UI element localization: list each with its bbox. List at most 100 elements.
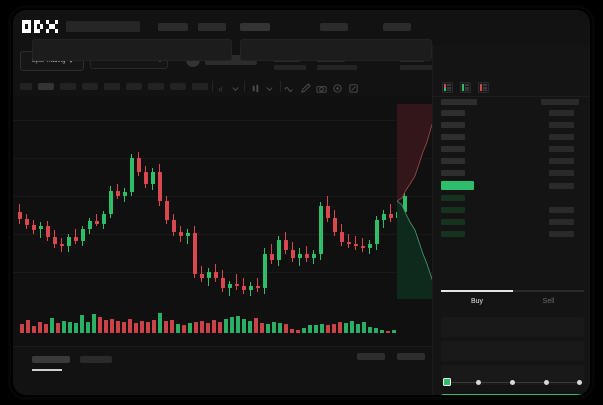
orderbook-bid-size-3[interactable]: [549, 231, 574, 237]
orderbook-asks-icon[interactable]: [478, 82, 489, 93]
nav-item-4[interactable]: [320, 23, 348, 31]
candlestick-icon[interactable]: [250, 81, 261, 93]
orderbook-bid-price-2[interactable]: [441, 219, 465, 225]
orderbook-ask-size-1[interactable]: [549, 122, 574, 128]
orderbook-bid-price-3[interactable]: [441, 231, 465, 237]
submit-order-button[interactable]: [441, 394, 584, 396]
amount-input[interactable]: [441, 341, 584, 361]
volume-bar: [104, 320, 108, 333]
orderbook-bid-price-0[interactable]: [441, 195, 465, 201]
volume-bar: [32, 326, 36, 333]
price-input[interactable]: [441, 317, 584, 337]
tab-order-history[interactable]: [80, 356, 112, 363]
amount-slider[interactable]: [443, 378, 582, 386]
slider-stop-100[interactable]: [577, 379, 582, 385]
timeframe-button-1[interactable]: [38, 83, 54, 90]
timeframe-button-5[interactable]: [126, 83, 142, 90]
tab-buy[interactable]: Buy: [441, 295, 513, 307]
volume-bar: [206, 323, 210, 333]
toolbar-separator: [280, 81, 281, 92]
orderbook-ask-price-5[interactable]: [441, 170, 465, 176]
nav-item-3[interactable]: [240, 23, 270, 31]
orderbook-ask-size-4[interactable]: [549, 158, 574, 164]
orderbook-ask-price-3[interactable]: [441, 146, 465, 152]
nav-item-5[interactable]: [383, 23, 411, 31]
svg-text:ıl: ıl: [219, 86, 222, 93]
volume-bar: [380, 330, 384, 333]
gear-icon[interactable]: [332, 81, 343, 93]
orderbook-bid-price-1[interactable]: [441, 207, 465, 213]
slider-stop-50[interactable]: [510, 379, 515, 385]
orderbook-bids-icon[interactable]: [460, 82, 471, 93]
footer-action-2[interactable]: [397, 353, 425, 360]
orderbook-ask-size-3[interactable]: [549, 146, 574, 152]
tab-sell[interactable]: Sell: [513, 295, 584, 307]
candlestick: [332, 210, 338, 236]
pencil-icon[interactable]: [300, 81, 311, 93]
indicators-icon[interactable]: ıl: [218, 81, 229, 93]
volume-bar: [38, 322, 42, 333]
orderbook-ask-price-1[interactable]: [441, 122, 465, 128]
tab-open-orders[interactable]: [32, 356, 70, 363]
candlestick: [269, 244, 275, 264]
candlestick: [185, 229, 191, 244]
orderbook-ask-size-0[interactable]: [549, 110, 574, 116]
timeframe-button-8[interactable]: [192, 83, 208, 90]
chevron-down-icon[interactable]: [230, 81, 241, 92]
orderbook-last-size[interactable]: [549, 183, 574, 189]
timeframe-button-0[interactable]: [20, 83, 32, 90]
candlestick: [374, 216, 380, 250]
candlestick: [255, 278, 261, 292]
camera-icon[interactable]: [316, 81, 327, 93]
timeframe-button-4[interactable]: [104, 83, 120, 90]
slider-knob-icon[interactable]: [443, 378, 451, 386]
orderbook-bid-size-2[interactable]: [549, 219, 574, 225]
candlestick: [227, 281, 233, 296]
okx-logo-icon[interactable]: [22, 20, 58, 33]
slider-stop-25[interactable]: [476, 379, 481, 385]
toolbar-separator: [212, 81, 213, 92]
volume-bar: [326, 325, 330, 333]
timeframe-button-2[interactable]: [60, 83, 76, 90]
orderbook-ask-price-0[interactable]: [441, 110, 465, 116]
slider-stop-75[interactable]: [544, 379, 549, 385]
orderbook-bid-size-1[interactable]: [549, 207, 574, 213]
timeframe-button-3[interactable]: [82, 83, 98, 90]
orderbook-ask-size-2[interactable]: [549, 134, 574, 140]
candlestick: [122, 188, 128, 202]
volume-bar: [320, 324, 324, 333]
orderbook-header-size[interactable]: [541, 99, 579, 105]
fullscreen-icon[interactable]: [348, 81, 359, 93]
timeframe-button-6[interactable]: [148, 83, 164, 90]
price-chart[interactable]: [12, 96, 432, 346]
nav-search-bar[interactable]: [66, 21, 140, 32]
footer-action-1[interactable]: [357, 353, 385, 360]
candlestick: [45, 221, 51, 241]
candlestick: [346, 234, 352, 248]
orderbook-ask-size-5[interactable]: [549, 170, 574, 176]
orderbook-both-icon[interactable]: [442, 82, 453, 93]
orderbook-ask-price-4[interactable]: [441, 158, 465, 164]
candlestick: [318, 202, 324, 260]
orderbook-last-price[interactable]: [441, 181, 474, 190]
candlestick: [94, 214, 100, 226]
nav-item-2[interactable]: [198, 23, 226, 31]
candlestick: [199, 266, 205, 282]
orderbook-ask-price-2[interactable]: [441, 134, 465, 140]
volume-bar: [224, 319, 228, 333]
orderbook-header-price[interactable]: [441, 99, 477, 105]
orders-panel[interactable]: [32, 39, 232, 61]
timeframe-button-7[interactable]: [170, 83, 186, 90]
volume-bar: [332, 324, 336, 333]
assets-panel[interactable]: [240, 39, 432, 61]
volume-bar: [98, 317, 102, 333]
nav-item-1[interactable]: [158, 23, 188, 31]
volume-bar: [254, 318, 258, 333]
chevron-down-icon[interactable]: [264, 81, 275, 92]
wave-line-icon[interactable]: [284, 81, 295, 92]
candlestick: [115, 184, 121, 199]
chevron-down-icon: [68, 59, 73, 63]
candlestick: [262, 248, 268, 294]
candlestick: [38, 222, 44, 238]
volume-bar: [284, 324, 288, 333]
